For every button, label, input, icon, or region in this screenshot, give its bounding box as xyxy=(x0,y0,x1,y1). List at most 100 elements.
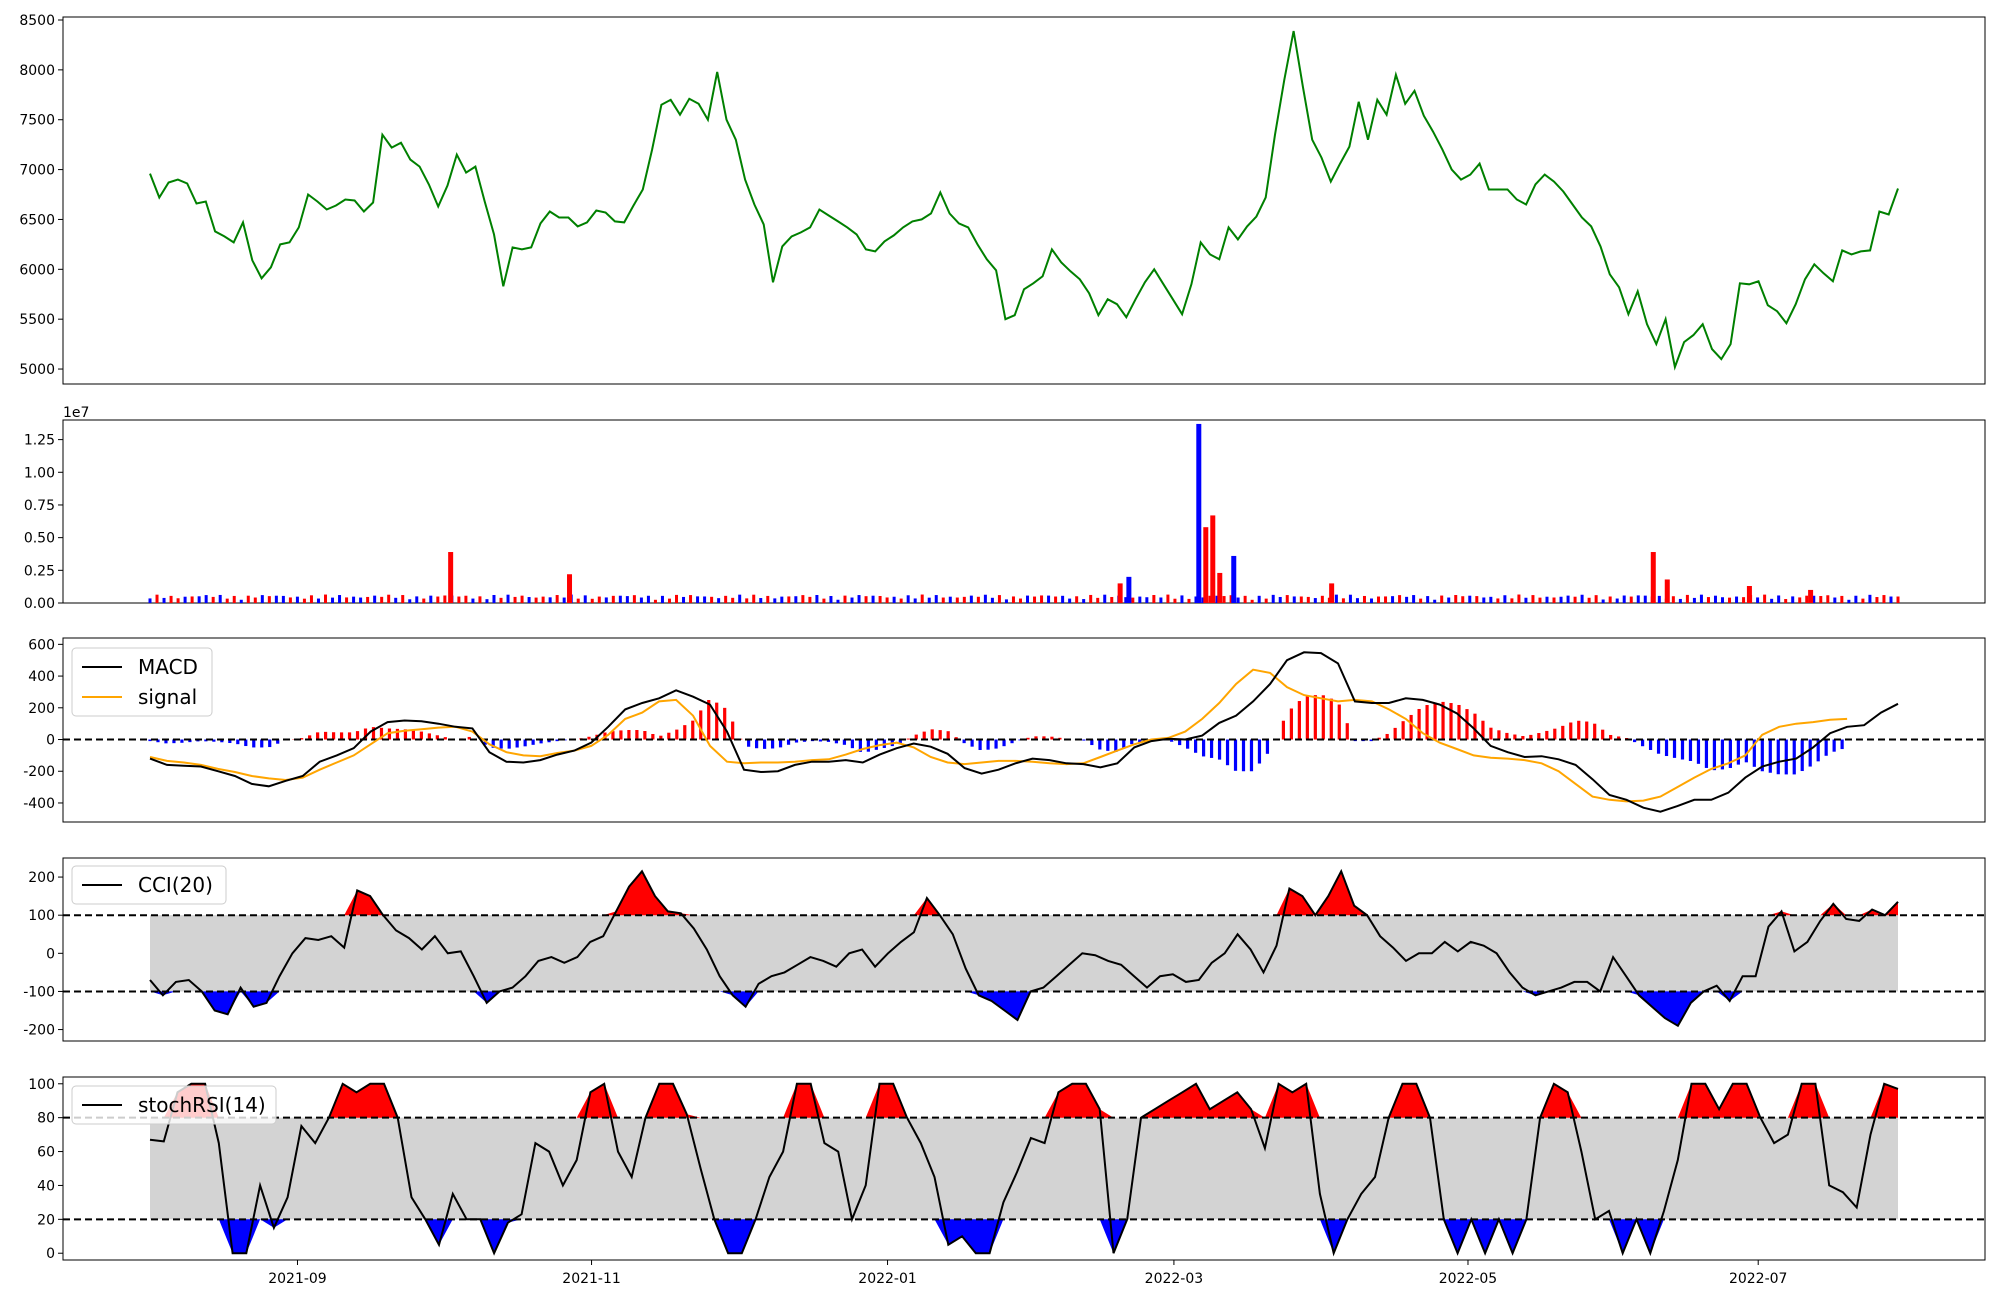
macd-histogram-bar xyxy=(1713,740,1716,771)
macd-histogram-bar xyxy=(1266,740,1269,754)
macd-histogram-bar xyxy=(1561,726,1564,740)
volume-bar xyxy=(1307,597,1310,603)
volume-bar xyxy=(1868,595,1871,603)
macd-histogram-bar xyxy=(731,722,734,740)
macd-histogram-bar xyxy=(1322,695,1325,739)
macd-histogram-bar xyxy=(252,740,255,748)
volume-bar xyxy=(1742,597,1745,603)
volume-bar xyxy=(1419,599,1422,603)
macd-histogram-bar xyxy=(931,729,934,739)
macd-histogram-bar xyxy=(1282,721,1285,740)
volume-bar xyxy=(1847,600,1850,603)
volume-bar xyxy=(1658,596,1661,603)
macd-ytick-label: 600 xyxy=(28,637,55,653)
volume-bar xyxy=(731,598,734,603)
macd-histogram-bar xyxy=(396,729,399,740)
volume-ytick-label: 0.75 xyxy=(24,498,55,514)
volume-bar xyxy=(1321,596,1324,603)
volume-bar xyxy=(1138,597,1141,603)
volume-bar xyxy=(654,600,657,603)
macd-histogram-bar xyxy=(1298,701,1301,739)
volume-bar xyxy=(549,597,552,603)
macd-histogram-bar xyxy=(1194,740,1197,753)
volume-bar xyxy=(310,595,313,603)
macd-histogram-bar xyxy=(851,740,854,749)
volume-bar xyxy=(485,599,488,603)
volume-bar xyxy=(1405,597,1408,603)
volume-bar xyxy=(1826,595,1829,603)
volume-bar xyxy=(710,597,713,603)
volume-bar xyxy=(1286,595,1289,603)
volume-bar xyxy=(633,595,636,603)
macd-histogram-bar xyxy=(1290,708,1293,739)
volume-bar xyxy=(1068,599,1071,603)
legend-stochrsi: stochRSI(14) xyxy=(138,1093,266,1117)
volume-bar xyxy=(324,595,327,603)
macd-histogram-bar xyxy=(236,740,239,745)
volume-bar xyxy=(1265,599,1268,603)
volume-bar xyxy=(1180,595,1183,603)
volume-bar xyxy=(1679,599,1682,603)
volume-bar xyxy=(436,597,439,603)
legend-cci: CCI(20) xyxy=(138,873,213,897)
volume-bar xyxy=(1258,596,1261,603)
macd-histogram-bar xyxy=(1417,709,1420,740)
volume-bar xyxy=(1854,596,1857,603)
volume-bar xyxy=(1735,597,1738,603)
macd-histogram-bar xyxy=(1673,740,1676,758)
macd-axes-frame xyxy=(63,638,1985,822)
volume-offset-label: 1e7 xyxy=(63,405,89,421)
volume-bar xyxy=(1026,596,1029,603)
macd-histogram-bar xyxy=(1394,728,1397,740)
macd-histogram-bar xyxy=(1657,740,1660,754)
volume-bar xyxy=(1075,596,1078,603)
volume-bar xyxy=(1517,595,1520,603)
macd-histogram-bar xyxy=(1593,724,1596,740)
macd-histogram-bar xyxy=(1793,740,1796,775)
volume-spike-bar xyxy=(1651,552,1656,603)
volume-bar xyxy=(1433,600,1436,603)
macd-histogram-bar xyxy=(1338,705,1341,740)
volume-bar xyxy=(289,597,292,603)
macd-histogram-bar xyxy=(939,730,942,739)
volume-bar xyxy=(956,598,959,603)
macd-histogram-bar xyxy=(1410,715,1413,740)
volume-bar xyxy=(865,596,868,603)
stochrsi-band-fill xyxy=(150,1118,1898,1220)
volume-bar xyxy=(373,596,376,603)
volume-bar xyxy=(907,595,910,603)
macd-histogram-bar xyxy=(412,730,415,739)
volume-spike-bar xyxy=(1196,424,1201,603)
volume-bar xyxy=(1567,596,1570,603)
volume-bar xyxy=(1384,596,1387,603)
volume-bar xyxy=(661,596,664,603)
volume-bar xyxy=(1545,597,1548,603)
macd-histogram-bar xyxy=(1218,740,1221,760)
volume-bar xyxy=(1251,600,1254,603)
macd-histogram-bar xyxy=(1689,740,1692,761)
volume-bar xyxy=(387,595,390,603)
macd-histogram-bar xyxy=(524,740,527,747)
macd-histogram-bar xyxy=(1346,723,1349,739)
macd-histogram-bar xyxy=(979,740,982,750)
x-tick-label: 2022-07 xyxy=(1729,1271,1788,1287)
volume-bar xyxy=(1707,597,1710,603)
volume-bar xyxy=(829,596,832,603)
volume-bar xyxy=(647,596,650,603)
x-tick-label: 2021-09 xyxy=(268,1271,327,1287)
volume-bar xyxy=(338,595,341,603)
volume-bar xyxy=(612,596,615,603)
macd-histogram-bar xyxy=(1489,728,1492,740)
macd-histogram-bar xyxy=(348,732,351,739)
volume-bar xyxy=(1293,596,1296,603)
x-tick-label: 2022-01 xyxy=(858,1271,917,1287)
macd-histogram-bar xyxy=(619,730,622,739)
volume-bar xyxy=(1721,597,1724,603)
volume-bar xyxy=(668,599,671,603)
macd-histogram-bar xyxy=(691,721,694,740)
macd-histogram-bar xyxy=(356,731,359,739)
volume-bar xyxy=(1861,599,1864,603)
volume-bar xyxy=(359,598,362,603)
stochrsi-ytick-label: 0 xyxy=(46,1246,55,1262)
